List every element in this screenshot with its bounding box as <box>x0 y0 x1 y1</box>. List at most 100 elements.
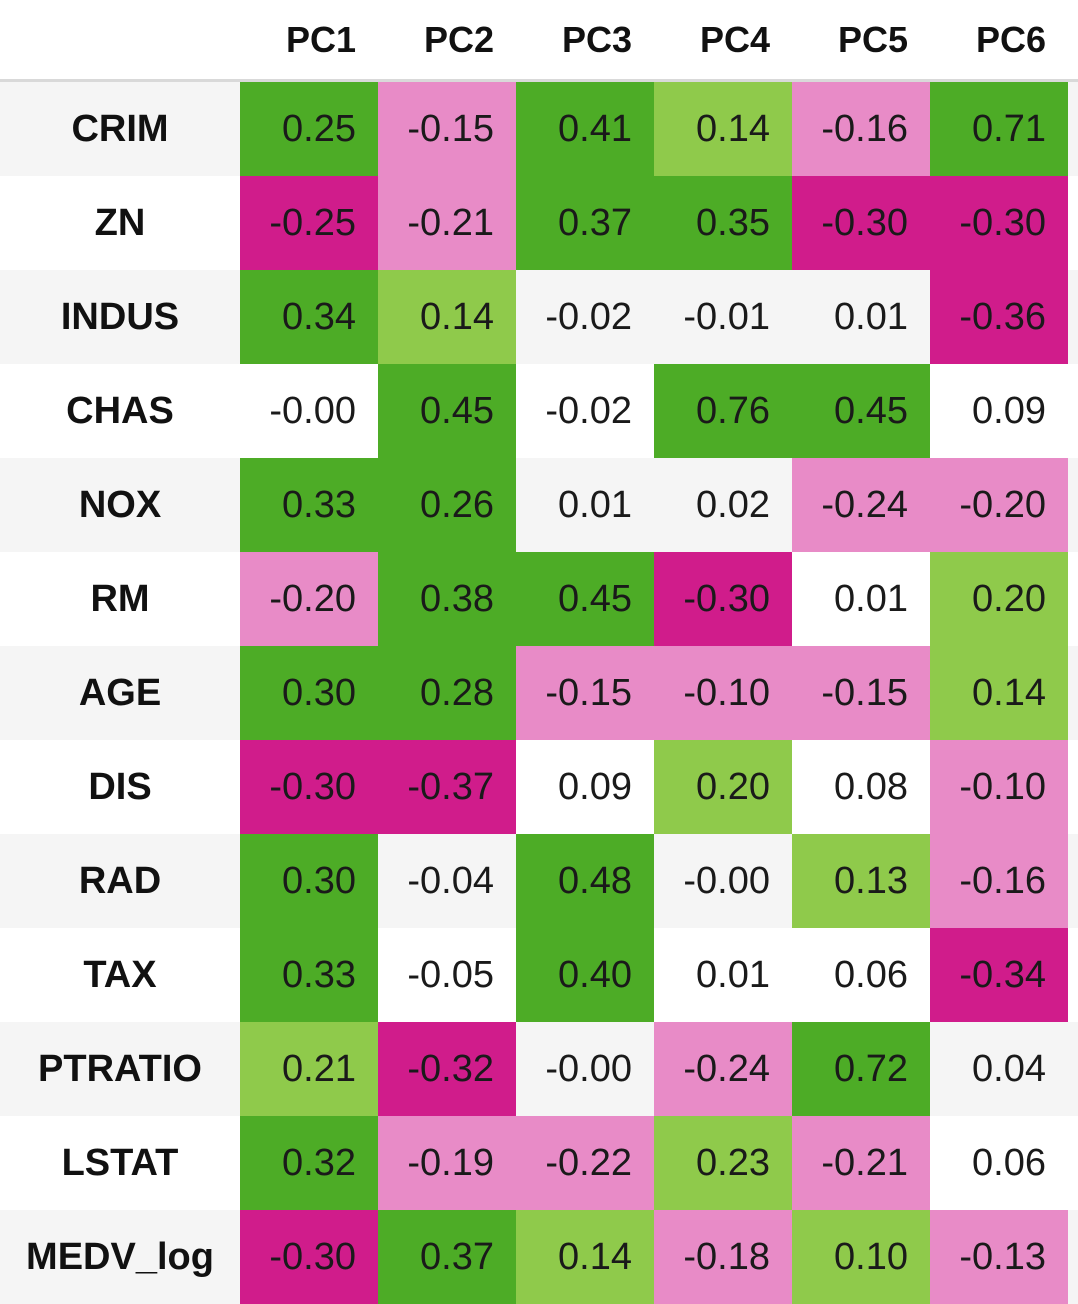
heatmap-cell: -0.02 <box>545 295 632 338</box>
table-row: LSTAT 0.32 -0.19 -0.22 0.23 -0.21 0.06 <box>0 1116 1078 1210</box>
heatmap-cell: 0.04 <box>972 1047 1046 1090</box>
heatmap-cell: 0.72 <box>792 1022 930 1116</box>
heatmap-cell: 0.13 <box>792 834 930 928</box>
heatmap-cell: 0.06 <box>834 953 908 996</box>
heatmap-cell: -0.25 <box>240 176 378 270</box>
heatmap-cell: 0.33 <box>240 928 378 1022</box>
heatmap-cell: 0.21 <box>240 1022 378 1116</box>
heatmap-cell: 0.14 <box>516 1210 654 1304</box>
table-row: AGE 0.30 0.28 -0.15 -0.10 -0.15 0.14 <box>0 646 1078 740</box>
table-row: DIS -0.30 -0.37 0.09 0.20 0.08 -0.10 <box>0 740 1078 834</box>
heatmap-cell: -0.00 <box>545 1047 632 1090</box>
table-row: MEDV_log -0.30 0.37 0.14 -0.18 0.10 -0.13 <box>0 1210 1078 1304</box>
heatmap-cell: -0.21 <box>378 176 516 270</box>
heatmap-cell: -0.24 <box>792 458 930 552</box>
heatmap-cell: -0.01 <box>683 295 770 338</box>
table-row: INDUS 0.34 0.14 -0.02 -0.01 0.01 -0.36 <box>0 270 1078 364</box>
heatmap-cell: -0.34 <box>930 928 1068 1022</box>
heatmap-cell: 0.32 <box>240 1116 378 1210</box>
heatmap-cell: 0.06 <box>972 1141 1046 1184</box>
heatmap-cell: -0.04 <box>407 859 494 902</box>
heatmap-cell: 0.45 <box>792 364 930 458</box>
heatmap-cell: 0.34 <box>240 270 378 364</box>
heatmap-cell: 0.40 <box>516 928 654 1022</box>
heatmap-cell: 0.37 <box>378 1210 516 1304</box>
table-row: CHAS -0.00 0.45 -0.02 0.76 0.45 0.09 <box>0 364 1078 458</box>
heatmap-cell: -0.20 <box>240 552 378 646</box>
row-label: NOX <box>78 483 162 526</box>
heatmap-cell: -0.15 <box>378 82 516 176</box>
heatmap-cell: 0.38 <box>378 552 516 646</box>
row-label: CHAS <box>66 389 174 432</box>
heatmap-cell: 0.48 <box>516 834 654 928</box>
heatmap-cell: -0.13 <box>930 1210 1068 1304</box>
column-header: PC5 <box>837 18 908 60</box>
heatmap-cell: 0.10 <box>792 1210 930 1304</box>
heatmap-cell: -0.30 <box>240 740 378 834</box>
heatmap-cell: -0.05 <box>407 953 494 996</box>
heatmap-cell: 0.14 <box>930 646 1068 740</box>
heatmap-cell: 0.37 <box>516 176 654 270</box>
row-label: RM <box>90 577 150 620</box>
heatmap-cell: -0.30 <box>654 552 792 646</box>
row-label: MEDV_log <box>26 1235 214 1278</box>
heatmap-cell: -0.21 <box>792 1116 930 1210</box>
heatmap-cell: 0.01 <box>834 577 908 620</box>
heatmap-cell: -0.16 <box>930 834 1068 928</box>
heatmap-cell: 0.20 <box>654 740 792 834</box>
heatmap-cell: 0.33 <box>240 458 378 552</box>
column-header: PC3 <box>561 18 632 60</box>
table-row: RM -0.20 0.38 0.45 -0.30 0.01 0.20 <box>0 552 1078 646</box>
table-row: RAD 0.30 -0.04 0.48 -0.00 0.13 -0.16 <box>0 834 1078 928</box>
heatmap-cell: 0.45 <box>378 364 516 458</box>
row-label: AGE <box>78 671 162 714</box>
row-label: CRIM <box>71 107 169 150</box>
row-label: TAX <box>83 953 157 996</box>
table-row: TAX 0.33 -0.05 0.40 0.01 0.06 -0.34 <box>0 928 1078 1022</box>
row-label: RAD <box>78 859 162 902</box>
heatmap-cell: -0.00 <box>683 859 770 902</box>
heatmap-cell: -0.37 <box>378 740 516 834</box>
table-row: NOX 0.33 0.26 0.01 0.02 -0.24 -0.20 <box>0 458 1078 552</box>
heatmap-cell: -0.30 <box>240 1210 378 1304</box>
heatmap-cell: -0.22 <box>516 1116 654 1210</box>
heatmap-cell: -0.30 <box>930 176 1068 270</box>
heatmap-cell: 0.09 <box>558 765 632 808</box>
heatmap-cell: -0.10 <box>654 646 792 740</box>
heatmap-cell: 0.26 <box>378 458 516 552</box>
heatmap-cell: 0.02 <box>696 483 770 526</box>
heatmap-cell: 0.45 <box>516 552 654 646</box>
column-header: PC2 <box>423 18 494 60</box>
heatmap-cell: 0.01 <box>558 483 632 526</box>
heatmap-cell: 0.09 <box>972 389 1046 432</box>
heatmap-cell: 0.30 <box>240 834 378 928</box>
heatmap-cell: 0.71 <box>930 82 1068 176</box>
row-label: LSTAT <box>61 1141 179 1184</box>
table-row: CRIM 0.25 -0.15 0.41 0.14 -0.16 0.71 <box>0 82 1078 176</box>
heatmap-cell: -0.20 <box>930 458 1068 552</box>
heatmap-cell: 0.35 <box>654 176 792 270</box>
row-label: ZN <box>94 201 146 244</box>
heatmap-cell: 0.25 <box>240 82 378 176</box>
heatmap-cell: -0.30 <box>792 176 930 270</box>
heatmap-cell: 0.01 <box>696 953 770 996</box>
heatmap-cell: -0.16 <box>792 82 930 176</box>
heatmap-cell: -0.02 <box>545 389 632 432</box>
heatmap-cell: -0.24 <box>654 1022 792 1116</box>
heatmap-cell: 0.14 <box>654 82 792 176</box>
heatmap-cell: -0.19 <box>378 1116 516 1210</box>
row-label: INDUS <box>60 295 180 338</box>
heatmap-cell: 0.41 <box>516 82 654 176</box>
row-label: DIS <box>88 765 152 808</box>
heatmap-cell: -0.10 <box>930 740 1068 834</box>
heatmap-cell: 0.20 <box>930 552 1068 646</box>
heatmap-cell: 0.14 <box>378 270 516 364</box>
heatmap-cell: 0.28 <box>378 646 516 740</box>
table-row: ZN -0.25 -0.21 0.37 0.35 -0.30 -0.30 <box>0 176 1078 270</box>
heatmap-cell: 0.01 <box>834 295 908 338</box>
heatmap-cell: 0.76 <box>654 364 792 458</box>
heatmap-cell: 0.30 <box>240 646 378 740</box>
heatmap-cell: 0.08 <box>834 765 908 808</box>
row-label: PTRATIO <box>38 1047 202 1090</box>
